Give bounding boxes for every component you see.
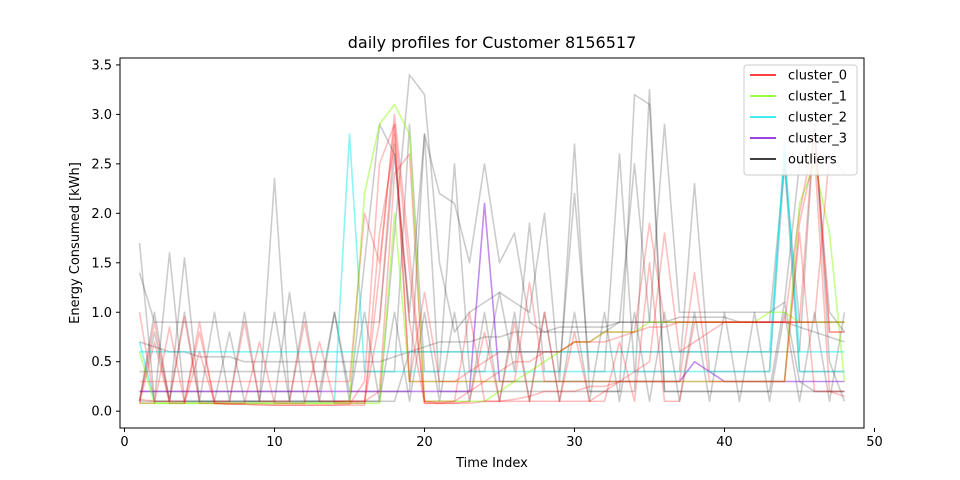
profile-line-cluster_0-5 — [139, 123, 845, 383]
profile-line-outliers-1 — [138, 123, 846, 403]
legend-label-cluster_0: cluster_0 — [788, 69, 847, 84]
profile-line-outliers-0 — [138, 74, 845, 403]
profile-line-cluster_0-0 — [138, 123, 845, 407]
x-tick-label: 30 — [566, 435, 583, 450]
y-tick-label: 1.0 — [91, 306, 112, 321]
profile-line-outliers-2 — [139, 123, 845, 373]
series-lines — [138, 74, 846, 407]
y-tick-label: 0.0 — [91, 405, 112, 420]
x-tick-label: 40 — [716, 435, 733, 450]
profile-line-cluster_2-1 — [139, 153, 845, 353]
profile-line-cluster_0-2 — [139, 153, 846, 403]
legend-label-cluster_2: cluster_2 — [788, 111, 847, 126]
profile-line-outliers-7 — [138, 311, 846, 403]
legend: cluster_0 cluster_1 cluster_2 cluster_3outl… — [743, 64, 858, 176]
profile-line-outliers-4 — [139, 123, 846, 403]
profile-line-cluster_1-1 — [139, 163, 846, 405]
y-tick-label: 3.5 — [91, 58, 112, 73]
y-tick-label: 3.0 — [91, 108, 112, 123]
profile-line-cluster_1-0 — [138, 103, 845, 405]
profile-line-outliers-5 — [139, 88, 845, 393]
profile-line-cluster_2-0 — [138, 133, 845, 403]
profile-line-cluster_0-1 — [139, 143, 845, 407]
legend-label-cluster_3: cluster_3 — [788, 132, 847, 147]
profile-line-outliers-6 — [138, 153, 845, 323]
profile-line-cluster_0-3 — [138, 113, 845, 405]
x-tick-label: 10 — [266, 435, 283, 450]
y-tick-label: 2.5 — [91, 157, 112, 172]
y-tick-label: 1.5 — [91, 256, 112, 271]
x-tick-label: 50 — [866, 435, 883, 450]
x-tick-label: 20 — [416, 435, 433, 450]
profile-line-cluster_3-0 — [139, 202, 845, 393]
y-tick-label: 0.5 — [91, 355, 112, 370]
legend-label-cluster_1: cluster_1 — [788, 90, 847, 105]
y-axis: 0.0 0.5 1.0 1.5 2.0 2.5 3.0 3.5 — [91, 58, 120, 420]
legend-items: cluster_0 cluster_1 cluster_2 cluster_3outl… — [750, 69, 847, 168]
x-axis-label: Time Index — [455, 456, 528, 471]
legend-box — [743, 64, 858, 176]
y-axis-label: Energy Consumed [kWh] — [68, 162, 83, 324]
x-axis: 0 10 20 30 40 50 — [120, 428, 883, 450]
legend-label-outliers: outliers — [788, 153, 837, 168]
chart-title: daily profiles for Customer 8156517 — [348, 33, 637, 52]
profile-line-outliers-3 — [139, 316, 845, 363]
profile-line-cluster_0-4 — [138, 133, 845, 403]
plot-area-frame — [119, 57, 865, 429]
y-tick-label: 2.0 — [91, 207, 112, 222]
x-tick-label: 0 — [120, 435, 128, 450]
